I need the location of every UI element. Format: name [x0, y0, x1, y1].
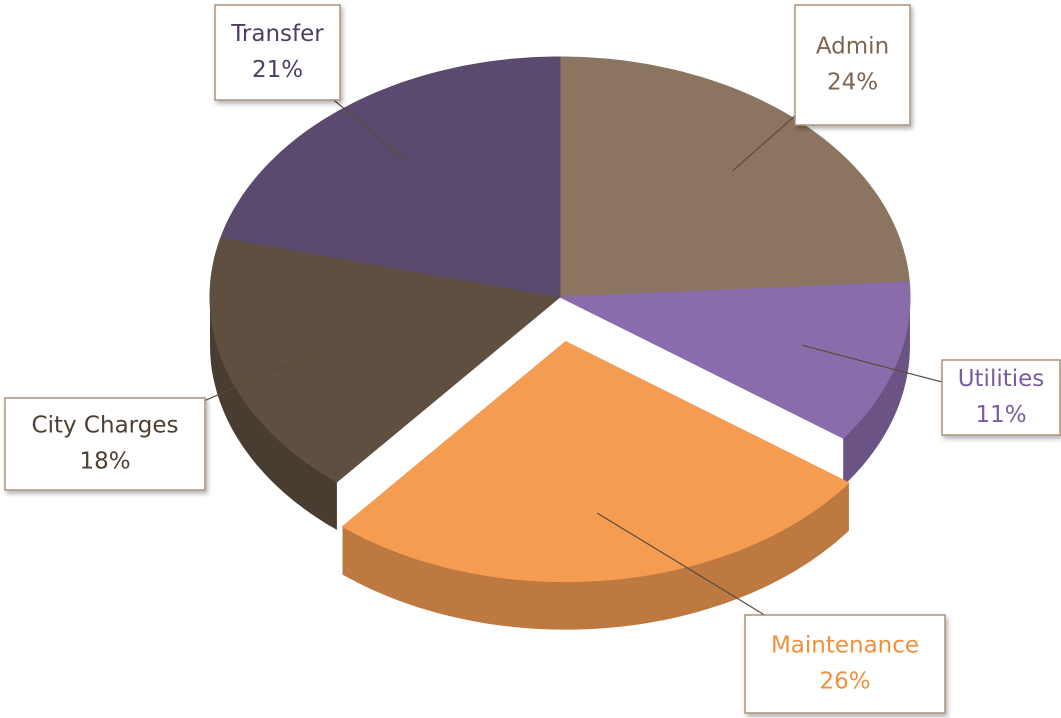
slice-wall-shade — [210, 297, 337, 530]
callout: Utilities 11% — [801, 344, 1061, 436]
callout-name: Utilities — [958, 366, 1045, 392]
callout: City Charges 18% — [4, 349, 321, 491]
slice-wall — [342, 482, 849, 630]
slice-wall — [843, 297, 910, 487]
callout: Admin 24% — [732, 4, 911, 172]
callout: Transfer 21% — [214, 4, 406, 161]
callout-name: City Charges — [32, 413, 179, 439]
callout-box — [794, 4, 911, 126]
slice-wall — [210, 297, 337, 530]
callout-name: Transfer — [230, 21, 324, 47]
slice — [220, 56, 561, 298]
callout-box — [214, 4, 341, 101]
callout: Maintenance 26% — [596, 512, 946, 714]
slice — [558, 281, 911, 439]
slice-side — [843, 297, 910, 487]
callout-value: 11% — [975, 402, 1026, 428]
callout-name: Maintenance — [771, 633, 919, 659]
pie-tops — [209, 56, 911, 583]
callout-value: 24% — [827, 70, 878, 96]
slice-side — [210, 297, 337, 530]
callout-value: 18% — [79, 449, 130, 475]
callout-value: 21% — [252, 57, 303, 83]
callout-box — [744, 614, 946, 714]
callouts: Admin 24% Utilities 11% Maintenance 26% City C… — [4, 4, 1061, 714]
callout-box — [941, 359, 1061, 436]
slice-wall-shade — [342, 482, 849, 630]
callout-value: 26% — [819, 669, 870, 695]
slice — [341, 341, 850, 583]
slice — [209, 236, 562, 483]
callout-name: Admin — [816, 34, 889, 60]
callout-box — [4, 397, 206, 491]
slice-wall-shade — [843, 297, 910, 487]
